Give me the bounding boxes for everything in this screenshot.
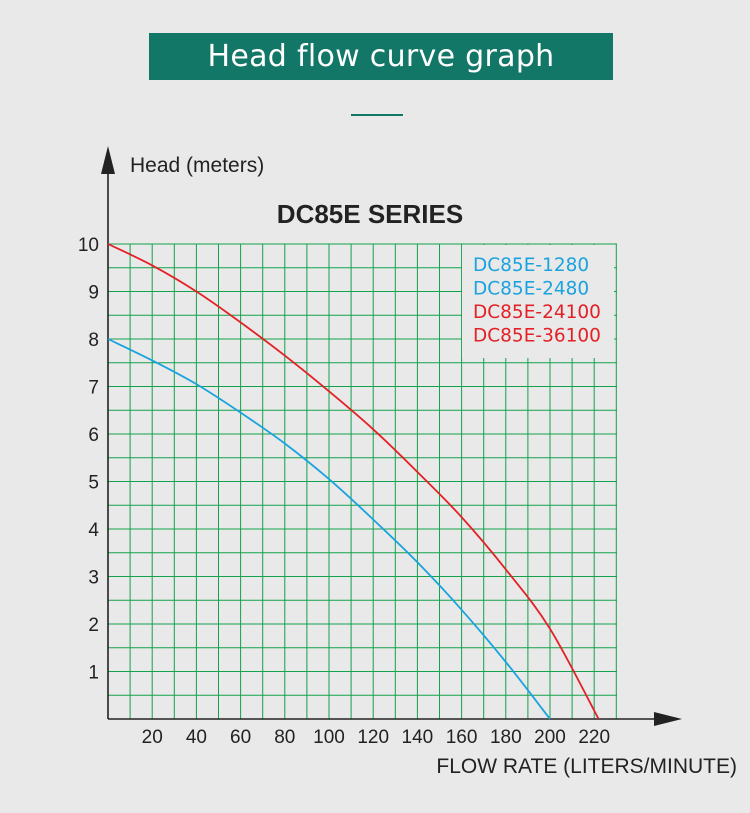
chart-curves — [107, 243, 600, 720]
legend-box — [462, 245, 614, 358]
chart-title: DC85E SERIES — [277, 199, 463, 229]
legend-item: DC85E-1280 — [473, 255, 589, 276]
x-axis-arrow — [654, 712, 682, 726]
series-line-1 — [107, 338, 551, 720]
y-tick-label: 5 — [88, 473, 99, 494]
x-tick-label: 200 — [534, 727, 566, 748]
banner-divider — [351, 114, 403, 116]
banner-title: Head flow curve graph — [149, 33, 613, 80]
y-tick-label: 3 — [88, 568, 99, 589]
y-tick-label: 4 — [88, 520, 99, 541]
x-tick-label: 160 — [446, 727, 478, 748]
x-tick-label: 40 — [186, 727, 207, 748]
chart-tick-labels: 1 2 3 4 5 6 7 8 9 10 20 40 60 80 100 120 140 160 180 200 220 — [78, 235, 610, 748]
x-tick-label: 20 — [142, 727, 163, 748]
series-line-2 — [107, 243, 600, 720]
y-tick-label: 2 — [88, 615, 99, 636]
y-tick-label: 7 — [88, 378, 99, 399]
chart-axes — [101, 146, 682, 726]
chart-grid — [108, 243, 617, 719]
legend-item: DC85E-2480 — [473, 279, 589, 300]
y-tick-label: 8 — [88, 330, 99, 351]
legend-item: DC85E-24100 — [473, 302, 601, 323]
x-tick-label: 80 — [274, 727, 295, 748]
x-tick-label: 180 — [490, 727, 522, 748]
legend-item: DC85E-36100 — [473, 326, 601, 347]
y-tick-label: 9 — [88, 283, 99, 304]
x-tick-label: 140 — [402, 727, 434, 748]
y-axis-label: Head (meters) — [130, 154, 264, 177]
y-axis-arrow — [101, 146, 115, 174]
x-tick-label: 120 — [357, 727, 389, 748]
y-tick-label: 6 — [88, 425, 99, 446]
y-tick-label: 10 — [78, 235, 99, 256]
x-tick-label: 60 — [230, 727, 251, 748]
x-axis-label: FLOW RATE (LITERS/MINUTE) — [436, 755, 737, 778]
x-tick-label: 100 — [313, 727, 345, 748]
y-tick-label: 1 — [88, 663, 99, 684]
x-tick-label: 220 — [578, 727, 610, 748]
